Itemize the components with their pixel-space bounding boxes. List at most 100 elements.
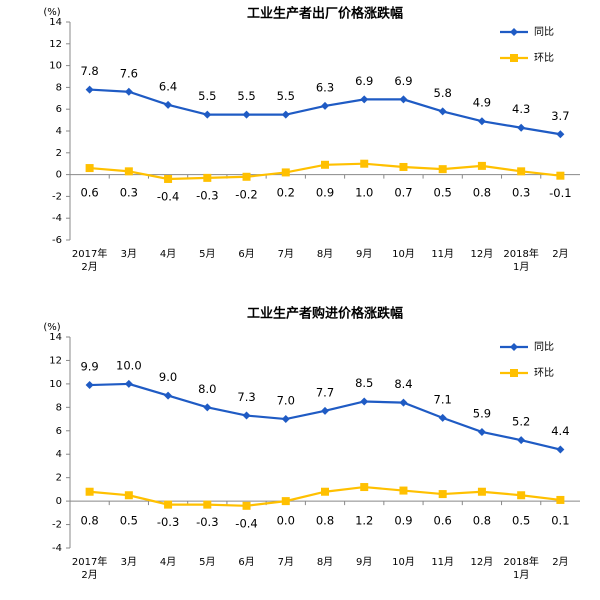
point (281, 497, 290, 506)
x-tick-label: 9月 (356, 248, 372, 260)
y-tick-label: -6 (52, 235, 62, 246)
y-tick-label: 14 (49, 332, 62, 343)
data-label: 6.9 (355, 74, 373, 88)
y-tick-label: -2 (52, 520, 62, 531)
point (517, 167, 526, 176)
x-tick-label: 7月 (278, 556, 294, 568)
data-label: 0.8 (80, 514, 98, 528)
x-tick-label: 10月 (392, 248, 415, 260)
y-tick-label: 4 (56, 449, 62, 460)
data-label: 4.4 (551, 424, 569, 438)
data-label: -0.2 (235, 187, 257, 201)
point (399, 398, 408, 407)
point (556, 130, 565, 139)
point (164, 174, 173, 183)
point (438, 107, 447, 116)
point (556, 445, 565, 454)
point (164, 391, 173, 400)
data-label: 0.2 (277, 186, 295, 200)
point (321, 160, 329, 169)
point (360, 159, 369, 168)
point (124, 87, 133, 96)
data-label: -0.4 (235, 516, 257, 530)
point (321, 406, 329, 415)
x-tick-label: 2月 (552, 556, 568, 568)
x-tick-label: 8月 (317, 248, 333, 260)
data-label: -0.1 (549, 186, 571, 200)
data-label: 1.0 (355, 186, 373, 200)
point (556, 171, 565, 180)
y-tick-label: 8 (56, 82, 62, 93)
y-tick-label: -2 (52, 191, 62, 202)
x-tick-label: 6月 (238, 248, 254, 260)
point (124, 167, 133, 176)
point (281, 415, 290, 424)
data-label: 1.2 (355, 514, 373, 528)
y-tick-label: 14 (49, 17, 62, 28)
x-tick-label: 11月 (431, 556, 454, 568)
point (399, 486, 408, 495)
x-tick-label: 2月 (552, 248, 568, 260)
point (510, 54, 518, 62)
point (85, 164, 94, 173)
point (321, 487, 329, 496)
data-label: -0.4 (157, 189, 179, 203)
point (517, 436, 526, 445)
point (85, 487, 94, 496)
y-tick-label: -4 (52, 543, 62, 554)
data-label: 7.0 (277, 394, 295, 408)
y-tick-label: 10 (49, 61, 62, 72)
point (281, 110, 290, 119)
chart-title: 工业生产者出厂价格涨跌幅 (247, 6, 403, 22)
data-label: 6.4 (159, 79, 177, 93)
y-tick-label: 0 (56, 496, 62, 507)
data-label: 0.5 (434, 186, 452, 200)
point (242, 110, 251, 119)
data-label: 0.8 (473, 514, 491, 528)
data-label: 8.0 (198, 382, 216, 396)
point (517, 123, 526, 132)
x-tick-label: 2017年 2月 (72, 247, 107, 273)
point (203, 500, 212, 509)
point (164, 100, 173, 109)
data-label: 0.1 (551, 514, 569, 528)
data-label: 0.8 (473, 186, 491, 200)
legend-label: 同比 (534, 341, 554, 353)
x-tick-label: 10月 (392, 556, 415, 568)
point (360, 397, 369, 406)
data-label: 6.9 (394, 74, 412, 88)
point (477, 487, 486, 496)
x-tick-label: 4月 (160, 556, 176, 568)
data-label: -0.3 (157, 515, 179, 529)
legend-label: 环比 (534, 367, 554, 379)
data-label: 5.5 (237, 89, 255, 103)
y-tick-label: 4 (56, 126, 62, 137)
point (281, 168, 290, 177)
x-tick-label: 12月 (471, 556, 494, 568)
point (242, 172, 251, 181)
point (360, 483, 369, 492)
chart-title: 工业生产者购进价格涨跌幅 (247, 306, 403, 322)
data-label: 10.0 (116, 358, 142, 372)
y-tick-label: 12 (49, 355, 62, 366)
point (438, 413, 447, 422)
x-tick-label: 11月 (431, 248, 454, 260)
data-label: 0.6 (80, 186, 98, 200)
data-label: 5.5 (198, 89, 216, 103)
point (556, 495, 565, 504)
data-label: 6.3 (316, 80, 334, 94)
data-label: 0.9 (394, 514, 412, 528)
data-label: 7.6 (120, 66, 138, 80)
point (477, 117, 486, 126)
point (85, 85, 94, 94)
y-tick-label: 0 (56, 170, 62, 181)
data-label: 0.3 (120, 186, 138, 200)
data-label: 4.9 (473, 96, 491, 110)
point (399, 162, 408, 171)
x-tick-label: 12月 (471, 248, 494, 260)
data-label: 0.6 (434, 514, 452, 528)
y-tick-label: 12 (49, 39, 62, 50)
data-label: 5.5 (277, 89, 295, 103)
y-tick-label: 6 (56, 104, 62, 115)
